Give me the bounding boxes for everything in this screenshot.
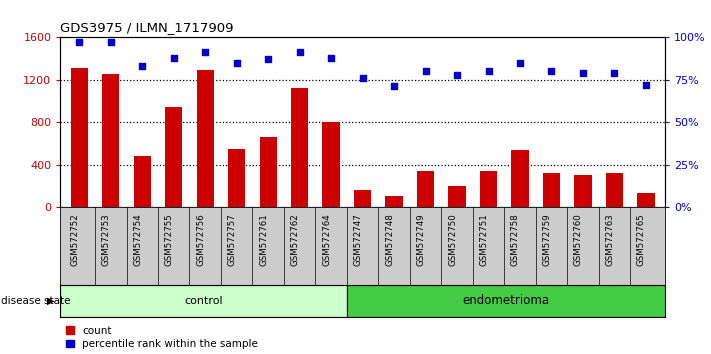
Point: [609, 70, 620, 76]
Point: [451, 72, 463, 78]
Point: [74, 39, 85, 45]
Bar: [70, 68, 88, 207]
Point: [105, 39, 117, 45]
Point: [262, 56, 274, 62]
Bar: [354, 190, 371, 207]
Text: GSM572752: GSM572752: [70, 213, 80, 266]
Point: [388, 84, 400, 89]
Bar: [637, 193, 655, 207]
Bar: [60, 285, 347, 317]
Legend: count, percentile rank within the sample: count, percentile rank within the sample: [65, 326, 258, 349]
Text: GSM572747: GSM572747: [353, 213, 363, 266]
Bar: [102, 74, 119, 207]
Bar: [606, 173, 623, 207]
Text: GSM572760: GSM572760: [574, 213, 583, 266]
Point: [294, 50, 305, 55]
Point: [577, 70, 589, 76]
Text: GSM572750: GSM572750: [448, 213, 457, 266]
Bar: [291, 88, 309, 207]
Bar: [323, 122, 340, 207]
Text: GSM572763: GSM572763: [606, 213, 614, 266]
Bar: [196, 70, 214, 207]
Point: [137, 63, 148, 69]
Bar: [417, 171, 434, 207]
Text: GSM572754: GSM572754: [133, 213, 142, 266]
Text: GSM572759: GSM572759: [542, 213, 552, 266]
Bar: [134, 156, 151, 207]
Point: [357, 75, 368, 81]
Point: [200, 50, 211, 55]
Text: control: control: [184, 296, 223, 306]
Point: [326, 55, 337, 61]
Point: [514, 60, 525, 65]
Text: GSM572762: GSM572762: [291, 213, 299, 266]
Point: [483, 68, 494, 74]
Point: [420, 68, 432, 74]
Bar: [511, 150, 529, 207]
Text: GSM572761: GSM572761: [260, 213, 268, 266]
Bar: [542, 173, 560, 207]
Point: [231, 60, 242, 65]
Point: [546, 68, 557, 74]
Text: GSM572756: GSM572756: [196, 213, 205, 266]
Text: endometrioma: endometrioma: [462, 295, 550, 307]
Text: GDS3975 / ILMN_1717909: GDS3975 / ILMN_1717909: [60, 21, 234, 34]
Bar: [228, 149, 245, 207]
Text: GSM572749: GSM572749: [417, 213, 426, 266]
Text: GSM572758: GSM572758: [511, 213, 520, 266]
Point: [640, 82, 651, 87]
Text: GSM572748: GSM572748: [385, 213, 394, 266]
Bar: [347, 285, 665, 317]
Text: ▶: ▶: [47, 296, 55, 306]
Text: disease state: disease state: [1, 296, 70, 306]
Text: GSM572751: GSM572751: [479, 213, 488, 266]
Bar: [574, 175, 592, 207]
Text: GSM572764: GSM572764: [322, 213, 331, 266]
Point: [168, 55, 179, 61]
Bar: [165, 107, 183, 207]
Text: GSM572757: GSM572757: [228, 213, 237, 266]
Bar: [385, 196, 402, 207]
Text: GSM572765: GSM572765: [637, 213, 646, 266]
Bar: [449, 186, 466, 207]
Bar: [480, 171, 497, 207]
Text: GSM572755: GSM572755: [165, 213, 173, 266]
Bar: [260, 137, 277, 207]
Text: GSM572753: GSM572753: [102, 213, 111, 266]
